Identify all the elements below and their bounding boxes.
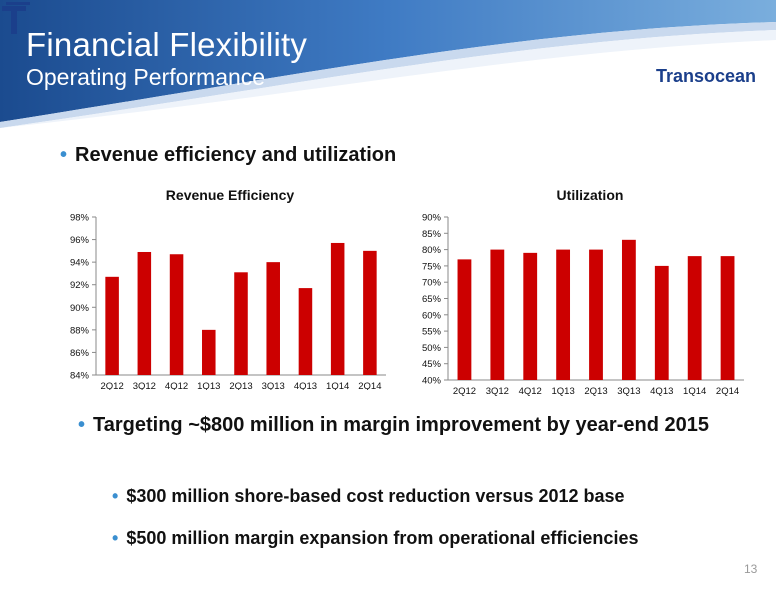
y-tick-label: 84% [70,371,90,382]
x-tick-label: 2Q14 [358,381,381,390]
y-tick-label: 80% [422,245,442,256]
bullet-dot-icon: • [78,414,86,436]
y-tick-label: 98% [70,213,90,224]
bar-2q13 [589,249,603,380]
x-tick-label: 2Q14 [716,386,739,397]
y-tick-label: 85% [422,229,442,240]
bar-3q12 [137,251,152,375]
logo-text: Transocean [656,66,757,86]
bar-3q12 [490,249,505,380]
bullet-margin-target: • Targeting ~$800 million in margin impro… [78,412,718,439]
y-tick-label: 45% [422,359,442,370]
x-tick-label: 2Q13 [229,381,252,390]
bullet-text: $300 million shore-based cost reduction … [126,486,625,506]
y-tick-label: 60% [422,310,442,321]
bar-1q13 [556,249,571,380]
x-tick-label: 1Q14 [683,386,706,397]
y-tick-label: 96% [70,235,90,246]
revenue-efficiency-chart-title: Revenue Efficiency [166,187,295,203]
transocean-logo-icon [2,2,30,34]
y-tick-label: 55% [422,327,442,338]
bullet-shore-based: • $300 million shore-based cost reduction… [112,486,625,507]
bullet-text: Revenue efficiency and utilization [75,144,397,166]
bar-1q13 [202,329,216,375]
page-number: 13 [744,562,758,576]
x-tick-label: 4Q13 [294,381,317,390]
bar-1q14 [330,242,345,375]
bar-2q13 [234,272,248,375]
y-tick-label: 88% [70,325,90,336]
x-tick-label: 2Q12 [100,381,123,390]
x-tick-label: 1Q13 [551,386,574,397]
header-banner: Financial Flexibility Operating Performa… [0,0,776,128]
page-title: Financial Flexibility [26,26,308,63]
bar-4q13 [298,288,313,375]
bullet-dot-icon: • [60,144,68,166]
page-subtitle: Operating Performance [26,64,266,90]
x-tick-label: 4Q12 [519,386,542,397]
x-tick-label: 1Q13 [197,381,220,390]
x-tick-label: 3Q13 [617,386,640,397]
bar-2q12 [105,276,119,375]
bar-2q14 [363,250,377,375]
bar-4q13 [654,265,669,380]
y-tick-label: 75% [422,261,442,272]
bullet-revenue-efficiency: • Revenue efficiency and utilization [60,144,396,167]
bar-1q14 [687,256,702,380]
bar-4q12 [169,254,184,375]
y-tick-label: 90% [70,303,90,314]
x-tick-label: 3Q12 [486,386,509,397]
x-tick-label: 3Q12 [133,381,156,390]
bar-3q13 [621,239,636,380]
utilization-chart-title: Utilization [557,187,624,203]
bar-2q14 [720,256,735,380]
revenue-efficiency-chart: Revenue Efficiency 84% 86% 88% 90% 92% 94% 96% 9… [70,187,386,390]
bullet-text: $500 million margin expansion from opera… [126,528,639,548]
x-tick-label: 4Q13 [650,386,673,397]
utilization-chart: Utilization 40% 45% 50% 55% 60% 65% 70% 75% 80% 85… [422,187,744,397]
bar-2q12 [457,259,472,380]
x-tick-label: 2Q12 [453,386,476,397]
y-tick-label: 90% [422,213,442,224]
x-tick-label: 3Q13 [262,381,285,390]
y-tick-label: 86% [70,348,90,359]
bar-4q12 [523,252,538,380]
bar-3q13 [266,262,280,375]
x-tick-label: 2Q13 [584,386,607,397]
x-tick-label: 1Q14 [326,381,349,390]
y-tick-label: 65% [422,294,442,305]
y-tick-label: 94% [70,258,90,269]
bullet-margin-expansion: • $500 million margin expansion from oper… [112,528,638,549]
bullet-dot-icon: • [112,528,119,548]
bullet-dot-icon: • [112,486,119,506]
y-tick-label: 70% [422,278,442,289]
header-background [0,0,776,128]
y-tick-label: 40% [422,376,442,387]
bullet-text: Targeting ~$800 million in margin improv… [93,414,709,436]
y-tick-label: 92% [70,280,90,291]
y-tick-label: 50% [422,343,442,354]
x-tick-label: 4Q12 [165,381,188,390]
